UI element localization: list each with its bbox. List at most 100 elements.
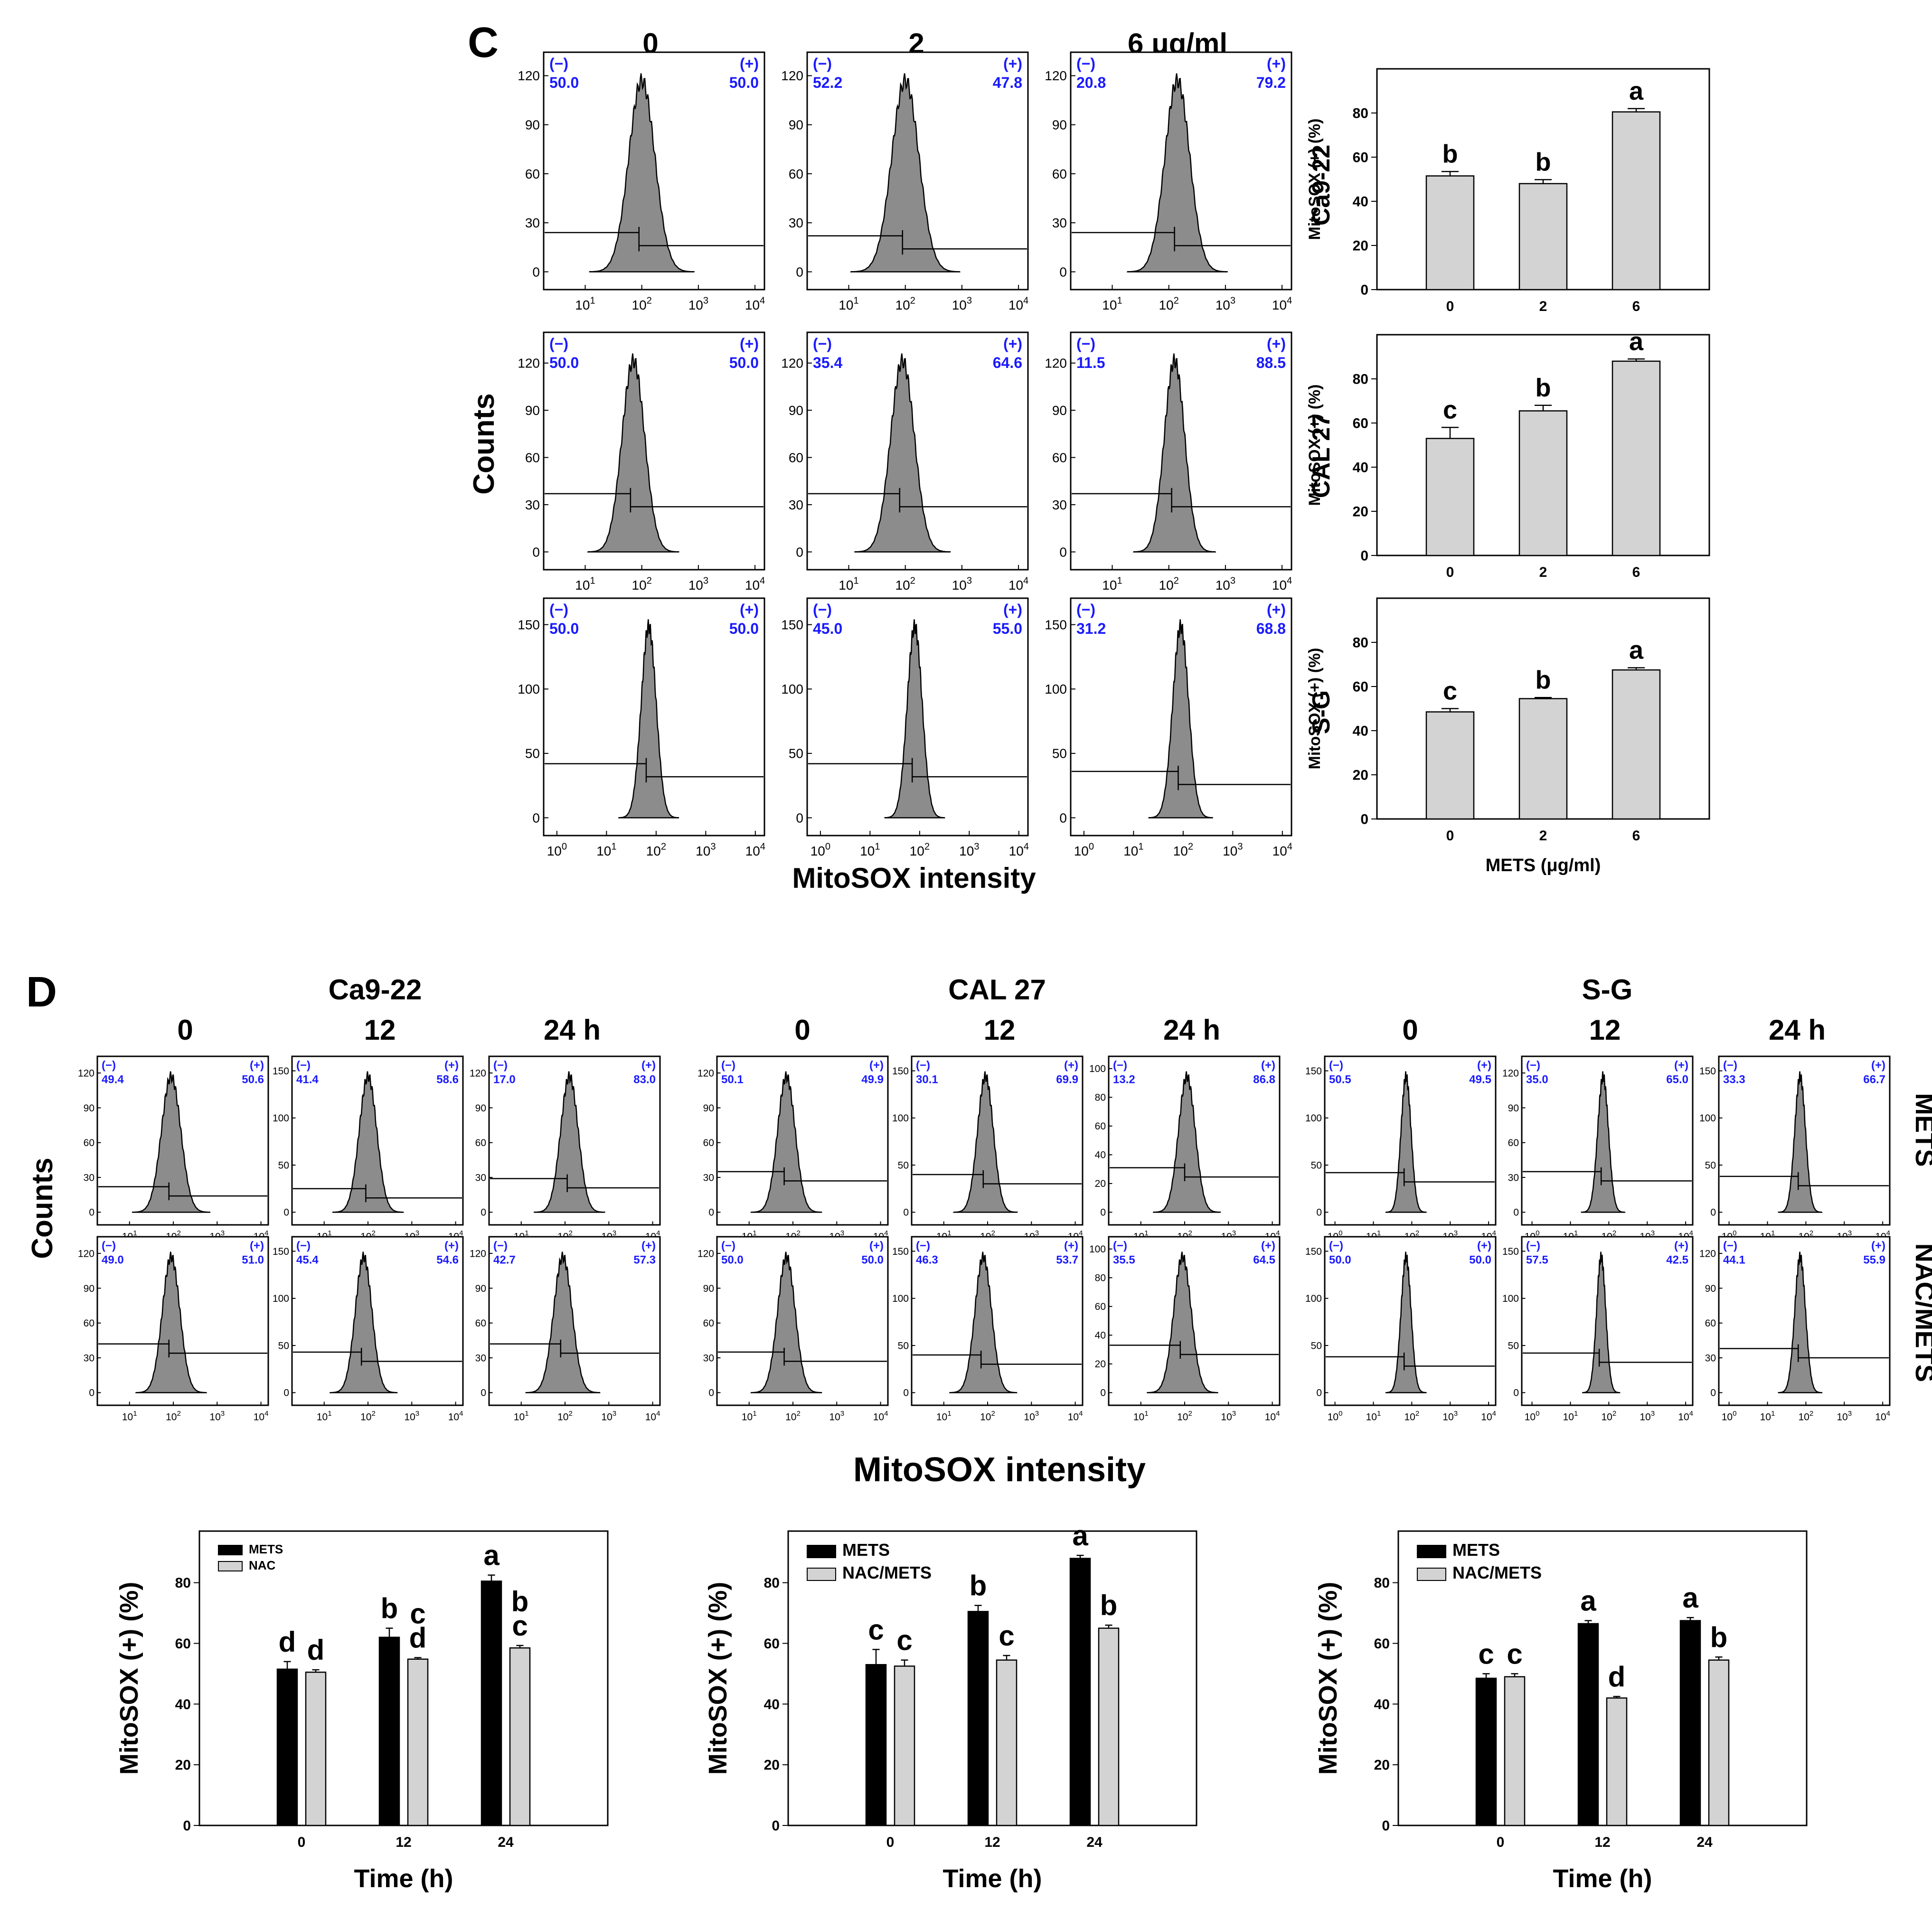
negative-percent: 44.1 — [1723, 1253, 1745, 1266]
bar — [1679, 1620, 1701, 1826]
legend-swatch — [807, 1545, 836, 1558]
x-tick-label: 103 — [1223, 841, 1243, 858]
negative-percent: 30.1 — [916, 1073, 938, 1086]
y-tick-label: 150 — [781, 617, 803, 632]
panel-c-cell-sg: S-G — [1308, 690, 1335, 734]
histogram-C-CAL27-2: 0 30 60 90 120 101 102 103 104 (−) 35.4 (+) 64.6 — [781, 331, 1029, 592]
y-tick-label: 100 — [1045, 682, 1067, 696]
negative-gate-label: (−) — [916, 1059, 930, 1072]
y-tick-label: 40 — [1353, 460, 1368, 476]
y-tick-label: 30 — [525, 216, 540, 230]
x-tick-label: 103 — [1837, 1410, 1852, 1422]
y-tick-label: 50 — [1052, 746, 1067, 761]
y-tick-label: 100 — [892, 1293, 909, 1304]
significance-letter: a — [1072, 1520, 1088, 1552]
negative-gate-label: (−) — [1076, 335, 1095, 352]
y-tick-label: 20 — [1353, 768, 1368, 783]
histogram-curve — [135, 1251, 207, 1393]
x-tick-label: 0 — [298, 1834, 306, 1850]
y-tick-label: 80 — [1374, 1575, 1390, 1591]
y-tick-label: 0 — [1382, 1818, 1390, 1834]
y-tick-label: 20 — [1095, 1359, 1106, 1370]
y-tick-label: 20 — [1374, 1758, 1390, 1773]
bar — [481, 1580, 502, 1826]
y-tick-label: 30 — [789, 498, 803, 512]
negative-percent: 52.2 — [813, 74, 842, 91]
histogram-curve — [1582, 1251, 1621, 1393]
significance-letter: c — [1478, 1638, 1494, 1670]
x-tick-label: 102 — [1798, 1410, 1813, 1422]
y-tick-label: 50 — [278, 1340, 289, 1351]
x-tick-label: 102 — [1177, 1410, 1192, 1422]
negative-percent: 45.0 — [813, 620, 842, 637]
x-tick-label: 104 — [1068, 1410, 1083, 1422]
y-tick-label: 30 — [1508, 1172, 1519, 1183]
y-tick-label: 60 — [789, 450, 803, 465]
y-axis-label: MitoSOX (+) (%) — [1306, 648, 1324, 770]
significance-letter: b — [1710, 1621, 1728, 1653]
histogram-C-CAL27-6: 0 30 60 90 120 101 102 103 104 (−) 11.5 (+) 88.5 — [1045, 331, 1292, 592]
y-tick-label: 80 — [1095, 1273, 1106, 1284]
negative-gate-label: (−) — [549, 335, 568, 352]
panel-d-time-24-c: 24 h — [1769, 1014, 1826, 1046]
legend-label: METS — [249, 1542, 283, 1556]
x-tick-label: 103 — [688, 295, 708, 312]
bar — [996, 1659, 1018, 1826]
bar-chart-C-bar-CAL27: 0 20 40 60 80 MitoSOX (+) (%) 0 c 2 b 6 a — [1306, 327, 1710, 580]
y-tick-label: 20 — [1353, 238, 1368, 254]
x-tick-label: 102 — [1159, 575, 1179, 592]
positive-percent: 66.7 — [1863, 1073, 1885, 1086]
histogram-curve — [1777, 1251, 1823, 1393]
histogram-D-SG-NAC-24: 0 30 60 90 120 100 101 102 103 104 (−)44.1 (+)55.9 — [1699, 1236, 1891, 1423]
x-tick-label: 103 — [952, 295, 972, 312]
significance-letter: d — [307, 1634, 325, 1666]
x-tick-label: 103 — [959, 841, 979, 858]
negative-gate-label: (−) — [1329, 1059, 1343, 1072]
significance-letter: b — [1536, 666, 1551, 694]
x-tick-label: 0 — [1497, 1834, 1505, 1850]
positive-gate-label: (+) — [1674, 1239, 1688, 1252]
x-tick-label: 6 — [1632, 564, 1640, 580]
panel-c-cell-ca9-22: Ca9-22 — [1308, 145, 1335, 226]
y-tick-label: 120 — [78, 1248, 94, 1259]
x-tick-label: 103 — [404, 1410, 419, 1422]
x-tick-label: 103 — [688, 575, 708, 592]
bar-chart-frame — [198, 1530, 609, 1826]
y-tick-label: 60 — [1052, 450, 1067, 465]
negative-gate-label: (−) — [1076, 601, 1095, 618]
x-tick-label: 103 — [1221, 1410, 1236, 1422]
histogram-curve — [1777, 1071, 1823, 1213]
negative-percent: 35.0 — [1526, 1073, 1548, 1086]
bar — [305, 1671, 327, 1826]
panel-c-letter: C — [468, 19, 499, 66]
y-tick-label: 80 — [1095, 1092, 1106, 1103]
histogram-D-Ca9-22-NAC-24: 0 30 60 90 120 101 102 103 104 (−)42.7 (+)57.3 — [470, 1236, 661, 1423]
x-tick-label: 2 — [1539, 299, 1547, 314]
significance-letter: a — [1629, 77, 1644, 105]
y-tick-label: 50 — [898, 1160, 909, 1171]
x-tick-label: 24 — [1696, 1834, 1713, 1850]
y-tick-label: 100 — [1699, 1113, 1716, 1124]
negative-percent: 49.0 — [102, 1253, 124, 1266]
y-tick-label: 30 — [475, 1172, 486, 1183]
bar — [865, 1664, 887, 1826]
bar — [1577, 1623, 1599, 1826]
y-tick-label: 20 — [1095, 1178, 1106, 1189]
negative-percent: 13.2 — [1113, 1073, 1135, 1086]
y-tick-label: 20 — [764, 1758, 780, 1773]
positive-percent: 49.9 — [861, 1073, 884, 1086]
x-tick-label: 12 — [1594, 1834, 1610, 1850]
y-tick-label: 60 — [703, 1318, 714, 1329]
x-tick-label: 102 — [895, 295, 915, 312]
y-tick-label: 100 — [1089, 1244, 1106, 1255]
positive-percent: 50.6 — [242, 1073, 264, 1086]
y-tick-label: 0 — [532, 264, 540, 279]
histogram-curve — [587, 353, 679, 553]
y-tick-label: 90 — [475, 1103, 486, 1114]
y-tick-label: 90 — [1508, 1103, 1519, 1114]
positive-percent: 50.0 — [1469, 1253, 1491, 1266]
y-tick-label: 0 — [89, 1207, 94, 1218]
